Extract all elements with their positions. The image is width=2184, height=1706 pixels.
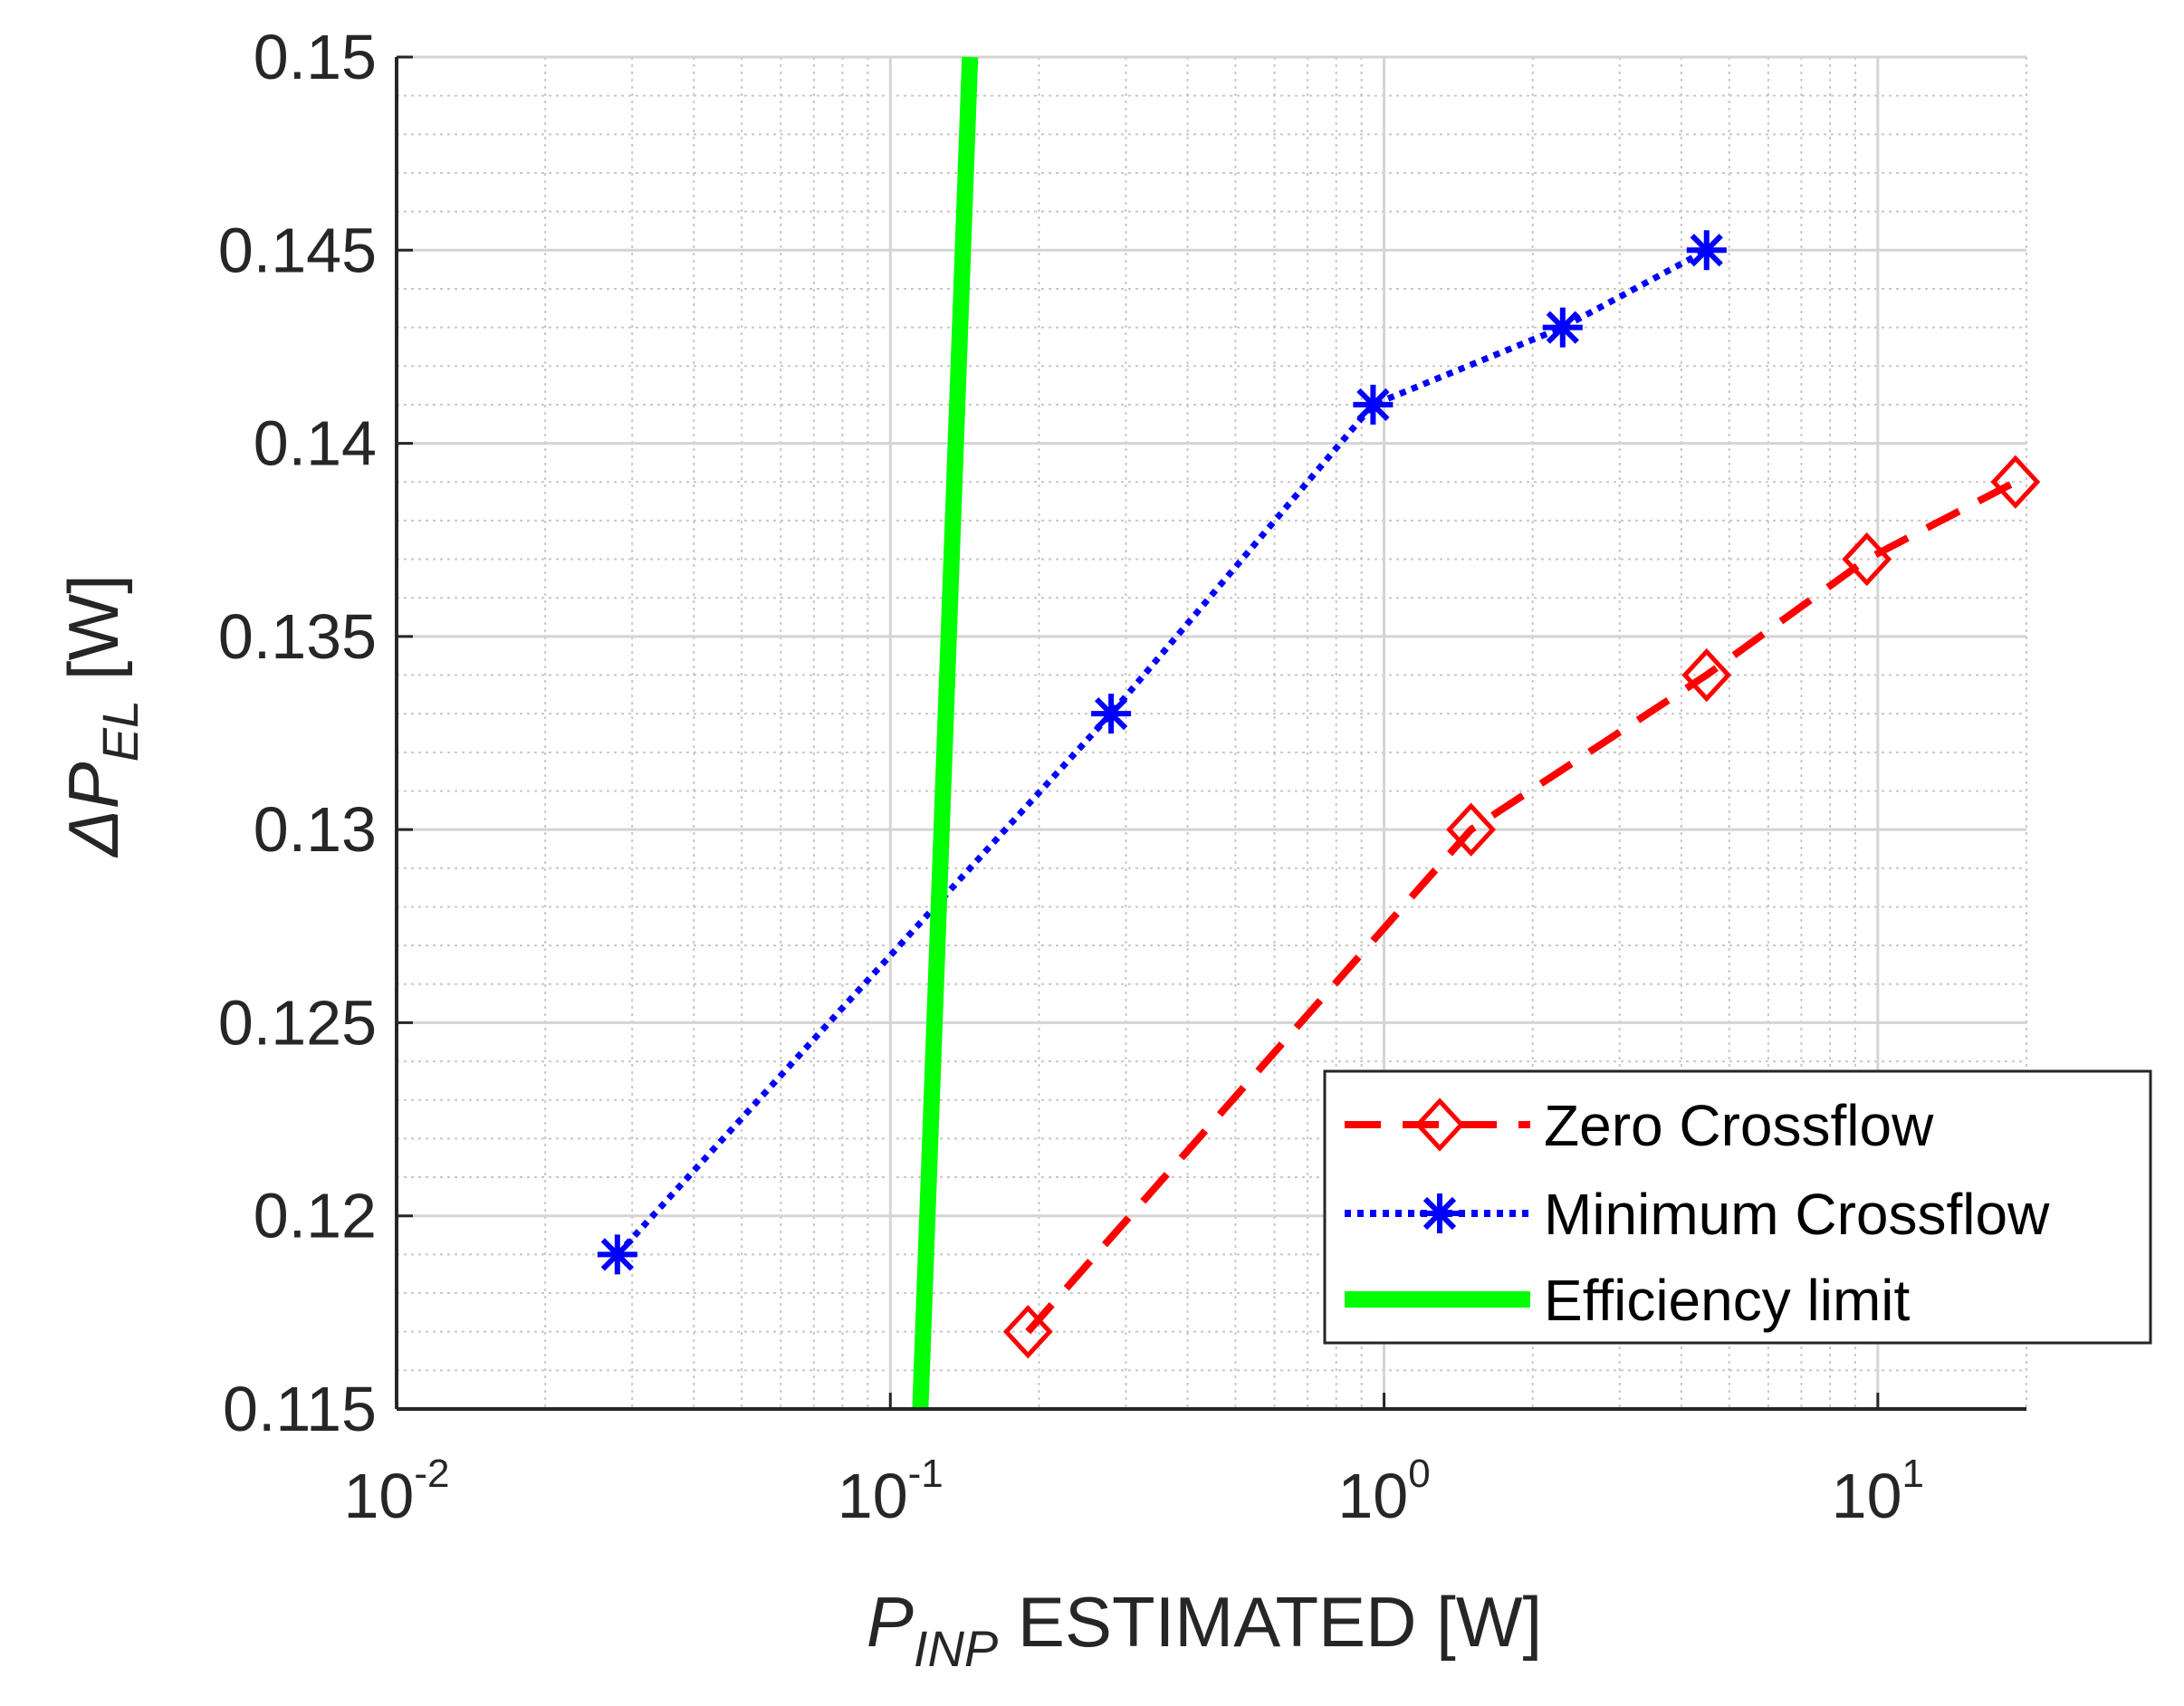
asterisk-stroke [1094, 697, 1128, 731]
y-axis-label-main: P [53, 762, 133, 809]
axes [395, 55, 2026, 1411]
x-tick-label: 10-1 [838, 1452, 944, 1531]
y-tick-label: 0.145 [218, 215, 377, 285]
series-line-minimum-crossflow [615, 247, 1709, 1257]
y-tick-label: 0.125 [218, 987, 377, 1058]
y-axis-label-sub: EL [91, 700, 148, 762]
series-line-efficiency-limit [912, 56, 979, 1410]
y-tick-label: 0.12 [254, 1181, 377, 1251]
asterisk-stroke [1546, 311, 1579, 344]
data-point-zero-crossflow [1990, 455, 2041, 509]
legend-marker-minimum-crossflow [1420, 1193, 1460, 1233]
data-point-minimum-crossflow [1091, 694, 1132, 734]
x-axis-label-sub: INP [914, 1620, 998, 1677]
y-tick-label: 0.14 [254, 408, 377, 479]
data-point-minimum-crossflow [1542, 307, 1583, 348]
y-tick-label: 0.13 [254, 794, 377, 865]
asterisk-stroke [1356, 388, 1390, 422]
data-point-minimum-crossflow [1686, 230, 1727, 271]
legend: Zero Crossflow Minimum Crossflow Efficie… [1323, 1069, 2152, 1345]
x-axis-label-rest: ESTIMATED [W] [998, 1582, 1542, 1662]
asterisk-stroke [1690, 234, 1723, 267]
data-point-zero-crossflow [1842, 532, 1892, 587]
y-axis-label-delta: Δ [53, 809, 133, 858]
x-tick-label: 10-2 [344, 1452, 450, 1531]
legend-label-minimum-crossflow: Minimum Crossflow [1544, 1182, 2050, 1247]
series-line-zero-crossflow [1025, 478, 2017, 1335]
y-tick-label: 0.135 [218, 601, 377, 672]
legend-entry-zero-crossflow: Zero Crossflow [1345, 1093, 1934, 1158]
legend-entry-efficiency-limit: Efficiency limit [1345, 1268, 1910, 1333]
data-point-minimum-crossflow [597, 1234, 637, 1275]
series-layer [597, 56, 2041, 1410]
y-axis-label-rest: [W] [53, 574, 133, 700]
data-point-zero-crossflow [1002, 1305, 1053, 1359]
x-axis-label-main: P [867, 1582, 914, 1662]
x-tick-label: 100 [1337, 1452, 1430, 1531]
data-point-minimum-crossflow [1353, 384, 1394, 425]
data-point-zero-crossflow [1446, 802, 1496, 857]
y-axis-label: ΔPEL [W] [53, 574, 148, 858]
data-point-zero-crossflow [1681, 647, 1732, 703]
legend-marker-zero-crossflow [1414, 1097, 1465, 1152]
asterisk-stroke [600, 1238, 634, 1271]
x-tick-label: 101 [1832, 1452, 1924, 1531]
tick-labels: 0.115 0.12 0.125 0.13 0.135 0.14 0.145 0.15 10-2… [218, 22, 1924, 1531]
y-tick-label: 0.115 [223, 1374, 377, 1444]
legend-entry-minimum-crossflow: Minimum Crossflow [1345, 1182, 2050, 1247]
y-tick-label: 0.15 [254, 22, 377, 92]
x-axis-label: PINP ESTIMATED [W] [867, 1582, 1542, 1677]
legend-label-zero-crossflow: Zero Crossflow [1544, 1093, 1934, 1158]
legend-label-efficiency-limit: Efficiency limit [1544, 1268, 1910, 1333]
minor-grid [397, 56, 2027, 1410]
